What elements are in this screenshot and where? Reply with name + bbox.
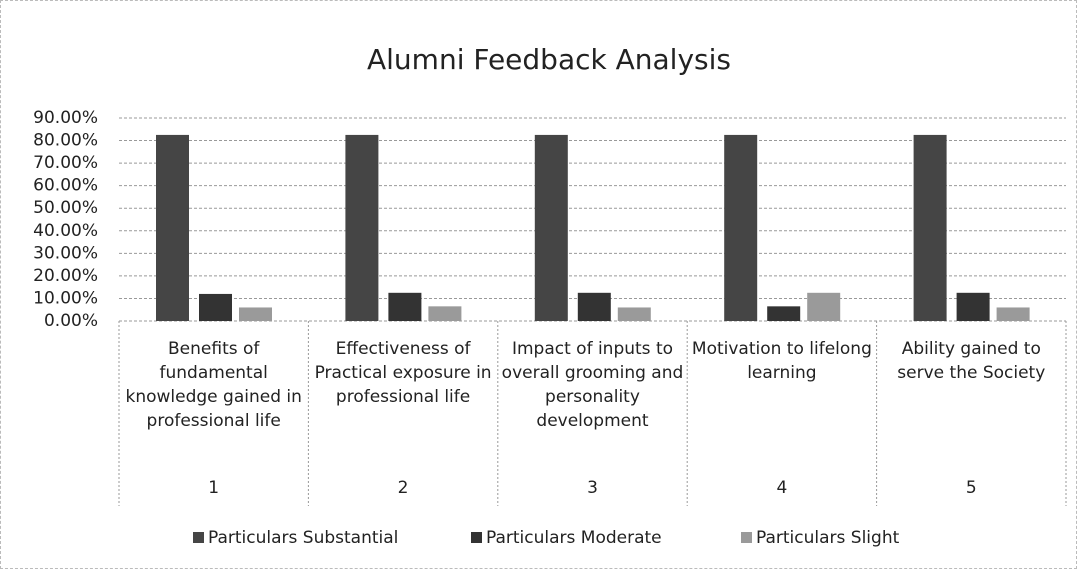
- bar: [199, 293, 232, 321]
- bar: [807, 292, 841, 321]
- bar: [956, 292, 990, 321]
- y-tick-label: 70.00%: [33, 153, 98, 173]
- category-description: Effectiveness of Practical exposure in p…: [314, 339, 492, 407]
- legend-label: Particulars Substantial: [208, 528, 398, 548]
- y-tick-label: 50.00%: [33, 198, 98, 218]
- y-tick-label: 80.00%: [33, 131, 98, 151]
- bar: [428, 306, 462, 321]
- y-tick-label: 60.00%: [33, 176, 98, 196]
- legend-swatch: [741, 532, 752, 543]
- bar: [388, 292, 422, 321]
- bar: [996, 307, 1030, 321]
- category-description: Motivation to lifelong learning: [691, 339, 872, 383]
- bar: [913, 134, 947, 321]
- bar: [767, 306, 801, 321]
- chart-title: Alumni Feedback Analysis: [367, 43, 731, 76]
- category-description: Impact of inputs to overall grooming and…: [501, 339, 684, 431]
- y-tick-label: 30.00%: [33, 243, 98, 263]
- category-description: Ability gained to serve the Society: [897, 339, 1046, 383]
- legend-swatch: [471, 532, 482, 543]
- bar: [724, 134, 758, 321]
- bar: [617, 307, 651, 321]
- x-tick-label: 2: [398, 478, 409, 498]
- legend-swatch: [193, 532, 204, 543]
- y-tick-label: 20.00%: [33, 266, 98, 286]
- bar: [239, 307, 272, 321]
- legend-label: Particulars Moderate: [486, 528, 662, 548]
- legend-label: Particulars Slight: [756, 528, 900, 548]
- category-description: Benefits of fundamental knowledge gained…: [125, 339, 302, 431]
- y-tick-label: 90.00%: [33, 108, 98, 128]
- x-tick-label: 4: [776, 478, 787, 498]
- y-tick-label: 10.00%: [33, 288, 98, 308]
- bar: [534, 134, 568, 321]
- y-tick-label: 0.00%: [44, 311, 98, 331]
- bar: [345, 134, 379, 321]
- x-tick-label: 1: [208, 478, 219, 498]
- bar: [156, 134, 189, 321]
- bar: [577, 292, 611, 321]
- x-tick-label: 5: [966, 478, 977, 498]
- x-tick-label: 3: [587, 478, 598, 498]
- y-tick-label: 40.00%: [33, 221, 98, 241]
